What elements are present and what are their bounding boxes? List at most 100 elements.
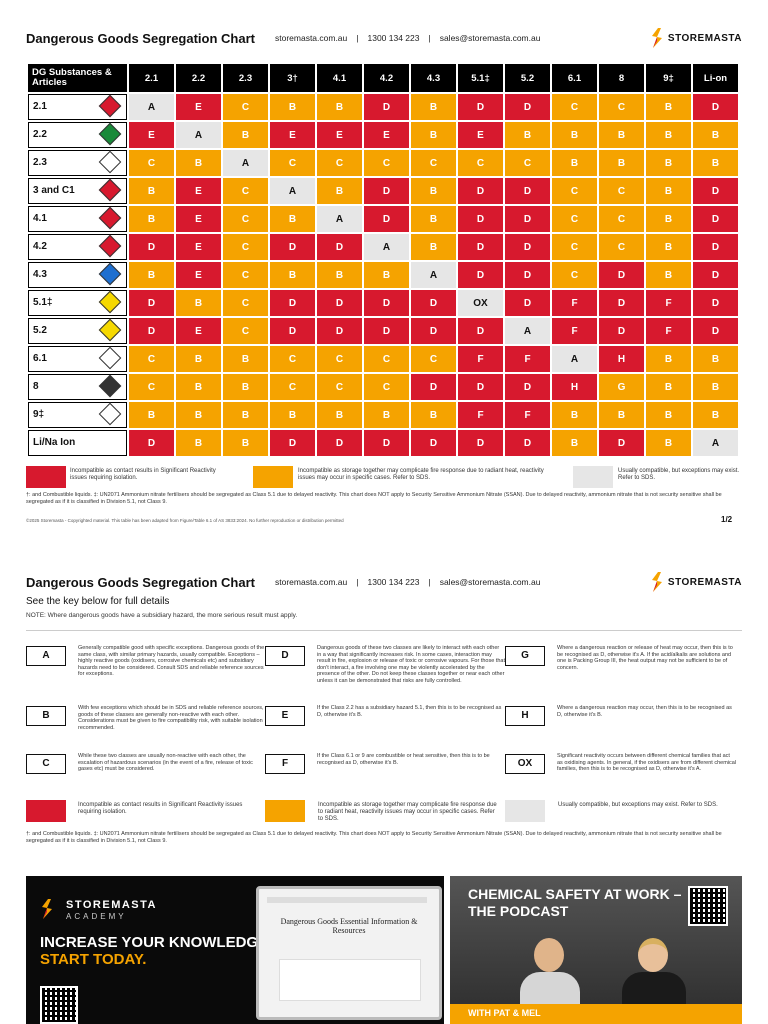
chart-cell: B: [646, 206, 691, 232]
chart-cell: B: [411, 402, 456, 428]
chart-cell: B: [270, 94, 315, 120]
key-code-box: H: [505, 706, 545, 726]
chart-cell: D: [364, 94, 409, 120]
chart-cell: D: [364, 430, 409, 456]
chart-cell: D: [505, 206, 550, 232]
row-label: 6.1: [28, 346, 127, 372]
copyright: ©2025 Storemasta - Copyrighted material.…: [26, 518, 344, 523]
chart-cell: C: [552, 262, 597, 288]
chart-cell: C: [223, 206, 268, 232]
chart-row: 6.1 C B B C C C C F F A H B B: [28, 346, 738, 372]
hazard-diamond-icon: [98, 346, 122, 370]
chart-cell: B: [176, 430, 221, 456]
chart-cell: D: [458, 206, 503, 232]
chart-cell: B: [411, 178, 456, 204]
hazard-diamond-icon: [98, 94, 122, 118]
podcast-footer-bar: [450, 1004, 742, 1024]
storemasta-logo-icon: [42, 899, 52, 919]
academy-qr-code[interactable]: [40, 986, 78, 1024]
chart-cell: C: [599, 234, 644, 260]
chart-cell: B: [129, 262, 174, 288]
chart-cell: B: [693, 150, 738, 176]
website-link[interactable]: storemasta.com.au: [274, 33, 348, 43]
column-header: 5.1‡: [458, 64, 503, 92]
chart-cell: E: [176, 234, 221, 260]
chart-cell: D: [505, 94, 550, 120]
chart-cell: E: [176, 318, 221, 344]
key-description: While these two classes are usually non-…: [78, 753, 253, 773]
academy-banner[interactable]: STOREMASTA ACADEMY INCREASE YOUR KNOWLED…: [26, 876, 444, 1024]
email-link[interactable]: sales@storemasta.com.au: [439, 33, 541, 43]
chart-cell: F: [505, 402, 550, 428]
chart-cell: F: [552, 318, 597, 344]
chart-cell: D: [458, 262, 503, 288]
chart-cell: C: [364, 150, 409, 176]
chart-cell: D: [317, 318, 362, 344]
chart-cell: B: [364, 402, 409, 428]
row-label: 3 and C1: [28, 178, 127, 204]
chart-cell: C: [129, 346, 174, 372]
footnote: †: and Combustible liquids. ‡: UN2071 Am…: [26, 492, 722, 505]
row-label: 2.2: [28, 122, 127, 148]
hazard-diamond-icon: [98, 318, 122, 342]
key-description: Where a dangerous reaction may occur, th…: [557, 705, 732, 718]
row-label: 2.1: [28, 94, 127, 120]
chart-cell: F: [646, 290, 691, 316]
row-label: 9‡: [28, 402, 127, 428]
chart-cell: D: [129, 290, 174, 316]
column-header: 6.1: [552, 64, 597, 92]
divider: [26, 630, 742, 631]
chart-cell: B: [693, 122, 738, 148]
chart-cell: H: [599, 346, 644, 372]
row-label: Li/Na Ion: [28, 430, 127, 456]
chart-cell: A: [552, 346, 597, 372]
chart-cell: F: [552, 290, 597, 316]
chart-cell: C: [317, 346, 362, 372]
column-header: 4.3: [411, 64, 456, 92]
contact-line: storemasta.com.au | 1300 134 223 | sales@sto…: [274, 33, 541, 43]
row-label-text: 3 and C1: [33, 185, 75, 196]
chart-cell: D: [693, 234, 738, 260]
column-header: 4.2: [364, 64, 409, 92]
chart-cell: D: [458, 318, 503, 344]
chart-cell: D: [317, 290, 362, 316]
row-label-text: 9‡: [33, 409, 45, 420]
key-code-box: G: [505, 646, 545, 666]
email-link-2[interactable]: sales@storemasta.com.au: [439, 577, 541, 587]
legend-grey-text: Usually compatible, but exceptions may e…: [618, 468, 740, 481]
column-header: Li-on: [693, 64, 738, 92]
podcast-banner[interactable]: CHEMICAL SAFETY AT WORK – THE PODCAST WI…: [450, 876, 742, 1024]
key-code-box: D: [265, 646, 305, 666]
chart-cell: D: [364, 206, 409, 232]
laptop-screen: Dangerous Goods Essential Information & …: [256, 886, 442, 1020]
brand-name-2: STOREMASTA: [667, 576, 742, 588]
row-label-text: 5.1‡: [33, 297, 53, 308]
chart-cell: B: [129, 178, 174, 204]
chart-cell: E: [458, 122, 503, 148]
chart-cell: B: [223, 402, 268, 428]
chart-row: Li/Na Ion D B B D D D D D D B D B A: [28, 430, 738, 456]
chart-cell: C: [223, 290, 268, 316]
podcast-qr-code[interactable]: [688, 886, 728, 926]
hazard-diamond-icon: [98, 262, 122, 286]
corner-label: DG Substances & Articles: [28, 64, 127, 92]
chart-cell: C: [317, 374, 362, 400]
chart-cell: D: [505, 178, 550, 204]
row-label-text: 5.2: [33, 325, 47, 336]
chart-cell: C: [505, 150, 550, 176]
chart-cell: C: [552, 94, 597, 120]
phone-number-2[interactable]: 1300 134 223: [367, 577, 420, 587]
column-header: 8: [599, 64, 644, 92]
hazard-diamond-icon: [98, 150, 122, 174]
chart-cell: E: [176, 94, 221, 120]
key-legend-red-text: Incompatible as contact results in Signi…: [78, 802, 243, 815]
row-label: 4.1: [28, 206, 127, 232]
chart-cell: C: [223, 94, 268, 120]
chart-cell: D: [129, 234, 174, 260]
key-note: NOTE: Where dangerous goods have a subsi…: [26, 612, 298, 619]
chart-cell: A: [176, 122, 221, 148]
phone-number[interactable]: 1300 134 223: [367, 33, 420, 43]
website-link-2[interactable]: storemasta.com.au: [274, 577, 348, 587]
chart-cell: B: [176, 402, 221, 428]
